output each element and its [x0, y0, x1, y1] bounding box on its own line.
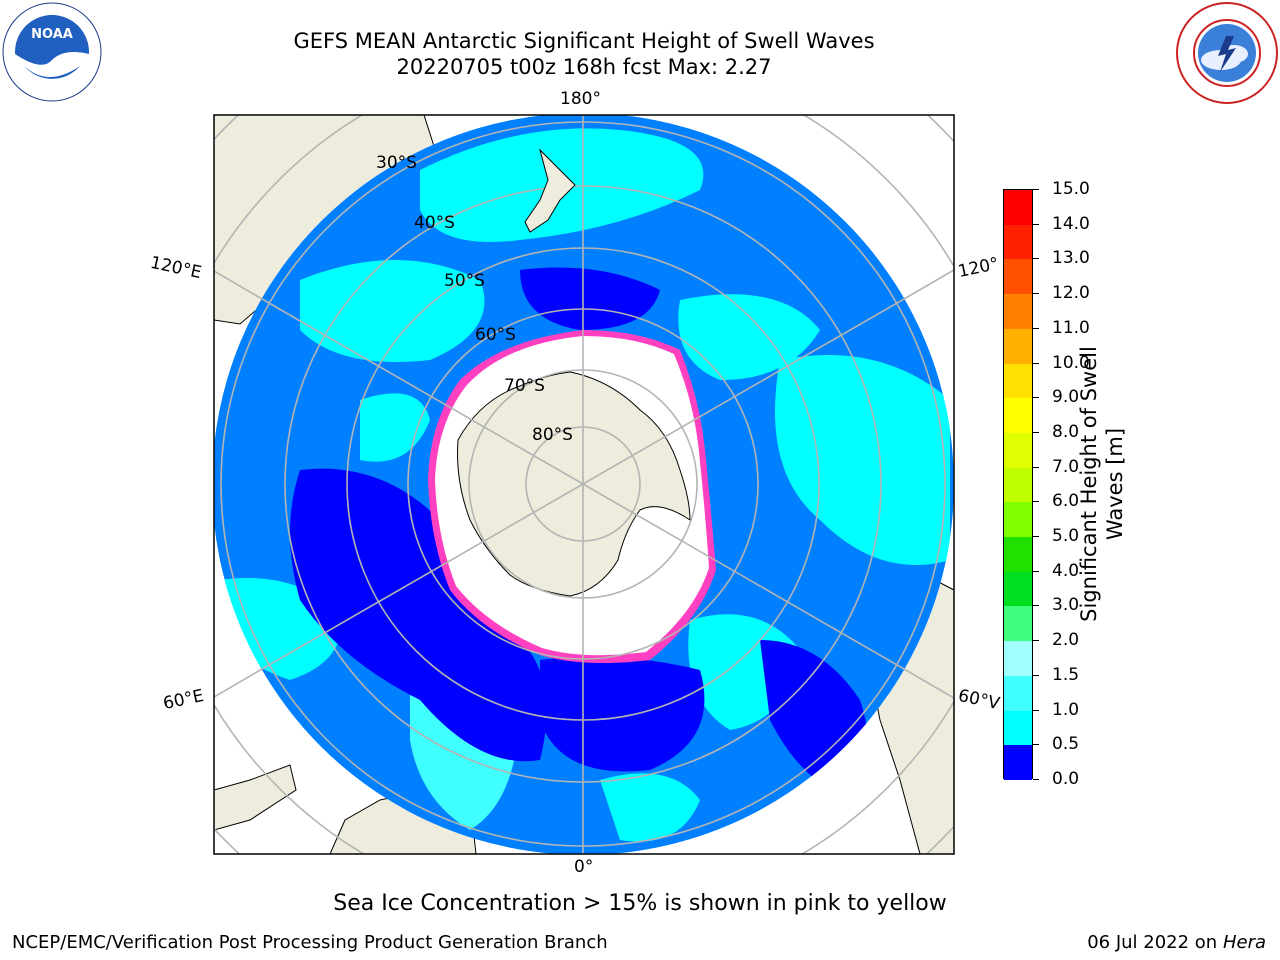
longitude-grid-outer — [214, 269, 954, 699]
colorbar-segment — [1004, 675, 1032, 712]
colorbar-segment — [1004, 571, 1032, 607]
colorbar-tick-label: 14.0 — [1052, 213, 1090, 234]
colorbar-segment — [1004, 641, 1032, 677]
colorbar-segment — [1004, 710, 1032, 746]
colorbar-tick — [1033, 570, 1039, 572]
colorbar-tick-label: 10.0 — [1052, 352, 1090, 373]
colorbar-tick-label: 12.0 — [1052, 283, 1090, 304]
colorbar-segment — [1004, 224, 1032, 260]
colorbar-tick-label: 11.0 — [1052, 317, 1090, 338]
lat-label-40s: 40°S — [414, 213, 455, 233]
colorbar-tick-label: 1.0 — [1052, 699, 1080, 720]
swell-patch-cyan — [300, 260, 485, 362]
colorbar-tick — [1033, 362, 1039, 364]
colorbar-tick — [1033, 744, 1039, 746]
lon-label-top: 180° — [560, 89, 601, 109]
colorbar-tick-label: 13.0 — [1052, 248, 1090, 269]
colorbar-tick-label: 1.5 — [1052, 664, 1080, 685]
colorbar-tick-label: 5.0 — [1052, 526, 1080, 547]
colorbar-segment — [1004, 502, 1032, 538]
colorbar-segment — [1004, 432, 1032, 469]
colorbar-tick — [1033, 327, 1039, 329]
colorbar-tick-label: 7.0 — [1052, 456, 1080, 477]
swell-patch-cyan — [600, 773, 700, 842]
lat-label-30s: 30°S — [376, 153, 417, 173]
colorbar — [1003, 189, 1033, 781]
colorbar-tick-label: 2.0 — [1052, 630, 1080, 651]
map-frame — [213, 114, 955, 855]
colorbar-segment — [1004, 363, 1032, 399]
colorbar-tick — [1033, 223, 1039, 225]
colorbar-tick — [1033, 501, 1039, 503]
colorbar-segment — [1004, 328, 1032, 365]
colorbar-tick — [1033, 258, 1039, 260]
swell-patch-cyan — [775, 355, 950, 565]
lat-label-60s: 60°S — [475, 325, 516, 345]
colorbar-tick-label: 6.0 — [1052, 491, 1080, 512]
colorbar-tick-label: 3.0 — [1052, 595, 1080, 616]
footer-date: 06 Jul 2022 on Hera — [1087, 932, 1266, 954]
colorbar-tick — [1033, 293, 1039, 295]
noaa-logo-icon: NOAA — [2, 2, 102, 102]
colorbar-segment — [1004, 467, 1032, 503]
noaa-logo-text: NOAA — [31, 27, 73, 42]
antarctica-landmass — [457, 371, 691, 597]
lat-label-50s: 50°S — [444, 271, 485, 291]
colorbar-title: Significant Height of Swell Waves [m] — [1077, 346, 1127, 622]
footer-host: Hera — [1222, 932, 1266, 953]
lat-label-70s: 70°S — [504, 376, 545, 396]
colorbar-segment — [1004, 745, 1032, 781]
chart-title: GEFS MEAN Antarctic Significant Height o… — [293, 29, 875, 53]
colorbar-tick — [1033, 779, 1039, 780]
colorbar-tick-label: 4.0 — [1052, 560, 1080, 581]
colorbar-tick — [1033, 189, 1039, 190]
sea-ice-caption: Sea Ice Concentration > 15% is shown in … — [333, 891, 947, 916]
colorbar-segment — [1004, 398, 1032, 434]
longitude-grid — [261, 115, 905, 854]
africa-landmass — [214, 764, 297, 831]
colorbar-tick — [1033, 674, 1039, 676]
colorbar-tick — [1033, 466, 1039, 468]
colorbar-tick — [1033, 431, 1039, 433]
swell-patch-cyan — [678, 294, 820, 380]
footer-branch: NCEP/EMC/Verification Post Processing Pr… — [12, 932, 608, 953]
colorbar-segment — [1004, 606, 1032, 642]
colorbar-tick-label: 0.0 — [1052, 769, 1080, 789]
colorbar-tick-label: 0.5 — [1052, 734, 1080, 755]
colorbar-tick — [1033, 709, 1039, 711]
lat-label-80s: 80°S — [532, 425, 573, 445]
colorbar-segment — [1004, 190, 1032, 226]
lon-label-bottom: 0° — [574, 857, 594, 877]
colorbar-segment — [1004, 537, 1032, 573]
swell-patch-low — [540, 656, 705, 772]
new-zealand-landmass — [524, 148, 576, 233]
chart-subtitle: 20220705 t00z 168h fcst Max: 2.27 — [396, 55, 772, 79]
colorbar-tick — [1033, 605, 1039, 607]
colorbar-tick-label: 8.0 — [1052, 421, 1080, 442]
colorbar-tick — [1033, 397, 1039, 399]
nws-logo-icon — [1176, 2, 1278, 104]
colorbar-tick-label: 9.0 — [1052, 387, 1080, 408]
colorbar-tick-label: 15.0 — [1052, 179, 1090, 199]
footer-date-text: 06 Jul 2022 on — [1087, 932, 1223, 953]
colorbar-segment — [1004, 259, 1032, 295]
colorbar-tick — [1033, 640, 1039, 642]
colorbar-tick — [1033, 536, 1039, 538]
colorbar-segment — [1004, 294, 1032, 330]
